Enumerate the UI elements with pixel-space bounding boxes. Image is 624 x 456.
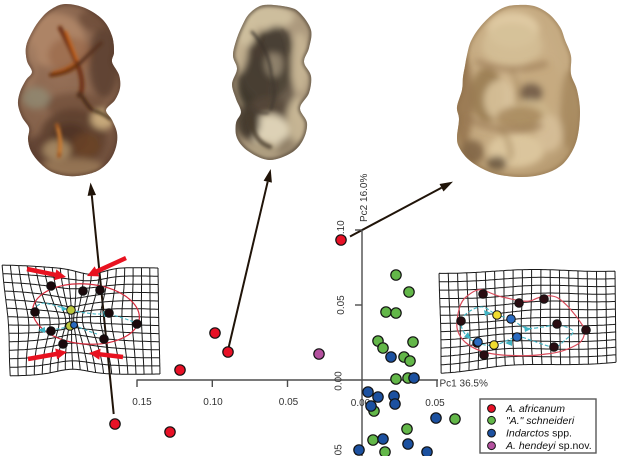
svg-text:0.05: 0.05: [425, 398, 445, 409]
svg-text:0.10: 0.10: [336, 220, 347, 240]
svg-text:Indarctos spp.: Indarctos spp.: [506, 428, 572, 440]
svg-text:"A." schneideri: "A." schneideri: [506, 415, 575, 427]
svg-text:0.05: 0.05: [279, 397, 299, 408]
svg-text:A. africanum: A. africanum: [505, 403, 565, 415]
svg-text:0.10: 0.10: [203, 397, 223, 408]
svg-text:0.00: 0.00: [334, 371, 345, 391]
svg-text:A. hendeyi sp.nov.: A. hendeyi sp.nov.: [505, 440, 592, 452]
svg-text:Pc1 36.5%: Pc1 36.5%: [440, 379, 488, 390]
svg-text:0.05: 0.05: [334, 444, 345, 456]
svg-text:Pc2 16.0%: Pc2 16.0%: [359, 174, 370, 222]
svg-text:0.05: 0.05: [336, 295, 347, 315]
svg-text:0.00: 0.00: [351, 398, 371, 409]
svg-text:0.15: 0.15: [132, 397, 152, 408]
